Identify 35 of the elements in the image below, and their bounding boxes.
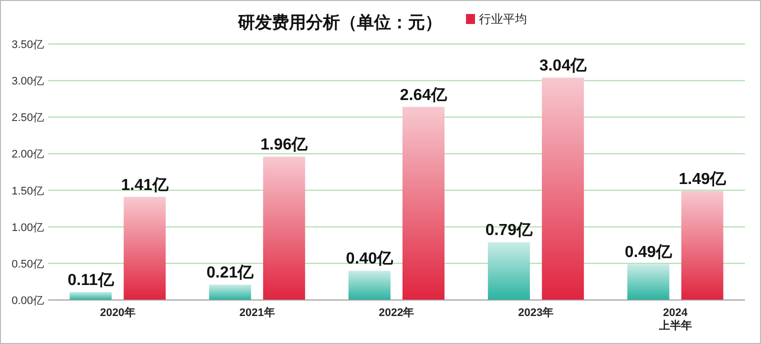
bar [542,78,584,300]
bar [263,156,306,300]
bar [70,292,112,300]
bar [348,270,390,300]
y-tick-label: 2.00亿 [12,148,44,161]
y-tick-label: 2.50亿 [12,112,44,124]
data-label: 0.11亿 [68,270,115,289]
bar [488,242,530,300]
bar [124,196,166,300]
y-tick-label: 1.50亿 [12,185,44,198]
y-tick-label: 0.50亿 [12,258,44,270]
data-label: 0.79亿 [485,221,534,240]
data-label: 2.64亿 [400,86,448,104]
data-label: 1.41亿 [121,176,170,194]
data-label: 0.49亿 [624,243,673,262]
data-label: 0.21亿 [206,264,255,282]
bar [681,191,724,300]
x-tick-label: 2024 上半年 [658,307,692,332]
data-label: 1.49亿 [678,170,727,188]
chart-title: 研发费用分析（单位：元） [237,13,442,32]
y-tick-label: 1.00亿 [12,222,44,234]
x-tick-label: 2021年 [239,306,275,319]
x-tick-label: 2022年 [378,306,414,319]
data-label: 3.04亿 [539,56,588,75]
data-label: 1.96亿 [260,136,309,154]
y-tick-label: 3.00亿 [12,76,44,88]
x-tick-label: 2020年 [100,306,136,319]
bar [402,106,444,300]
x-tick-label: 2023年 [518,306,554,319]
bar [627,264,670,300]
legend-label: 行业平均 [479,12,527,26]
data-label: 0.40亿 [346,250,394,268]
y-tick-label: 0.00亿 [12,295,44,307]
bar [209,284,252,300]
y-tick-label: 3.50亿 [12,39,44,51]
